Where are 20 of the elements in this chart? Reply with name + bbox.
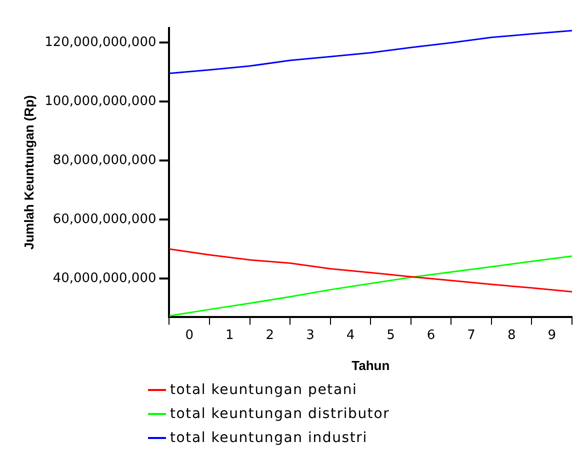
x-tick-label: 0 [185,328,194,343]
x-tick-label: 1 [226,328,234,343]
y-tick-label: 80,000,000,000 [52,152,156,168]
y-axis-title: Jumlah Keuntungan (Rp) [21,95,36,250]
y-tick-label: 40,000,000,000 [52,270,156,286]
x-tick-label: 8 [507,328,516,343]
x-tick-label: 9 [548,328,556,343]
x-tick-label: 3 [306,328,314,343]
x-tick-label: 2 [266,328,274,343]
x-tick-label: 6 [426,328,436,343]
legend-label: total keuntungan distributor [170,406,390,422]
x-tick-label: 5 [386,328,395,343]
y-tick-label: 120,000,000,000 [44,35,156,50]
x-tick-label: 7 [467,328,476,343]
legend-label: total keuntungan petani [170,382,358,398]
y-tick-label: 100,000,000,000 [44,94,156,110]
y-tick-label: 60,000,000,000 [52,212,156,227]
x-tick-label: 4 [346,328,355,343]
x-axis-title: Tahun [352,358,390,373]
legend-label: total keuntungan industri [170,430,368,446]
